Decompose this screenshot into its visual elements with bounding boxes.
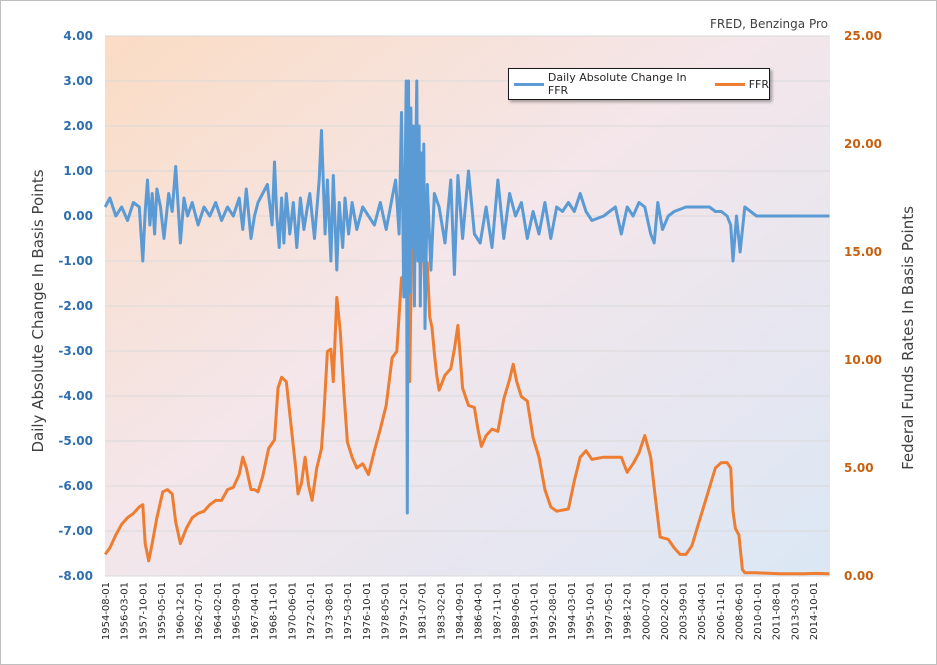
y-tick-label-left: -3.00 bbox=[58, 344, 93, 358]
x-tick-label: 1960-12-01 bbox=[176, 582, 187, 640]
x-tick-label: 2003-09-01 bbox=[679, 582, 690, 640]
x-tick-label: 1975-03-01 bbox=[343, 582, 354, 640]
y-tick-label-left: -5.00 bbox=[58, 434, 93, 448]
x-tick-label: 1992-08-01 bbox=[548, 582, 559, 640]
source-note: FRED, Benzinga Pro bbox=[710, 17, 828, 31]
y-tick-label-right: 20.00 bbox=[844, 137, 882, 151]
legend-item-change: Daily Absolute Change In FFR bbox=[514, 71, 710, 97]
change-line bbox=[103, 79, 830, 515]
x-tick-label: 1970-06-01 bbox=[287, 582, 298, 640]
y-axis-title-left: Daily Absolute Change In Basis Points bbox=[29, 169, 47, 452]
x-tick-label: 2005-04-01 bbox=[697, 582, 708, 640]
x-tick-label: 1959-05-01 bbox=[157, 582, 168, 640]
x-tick-label: 1989-06-01 bbox=[511, 582, 522, 640]
y-tick-label-left: -4.00 bbox=[58, 389, 93, 403]
y-tick-label-left: 4.00 bbox=[63, 29, 93, 43]
x-tick-label: 2008-06-01 bbox=[735, 582, 746, 640]
x-tick-label: 1957-10-01 bbox=[138, 582, 149, 640]
x-tick-label: 1968-11-01 bbox=[269, 582, 280, 640]
y-tick-label-left: -2.00 bbox=[58, 299, 93, 313]
grid bbox=[105, 35, 830, 577]
x-tick-label: 1986-04-01 bbox=[474, 582, 485, 640]
x-tick-label: 1972-01-01 bbox=[306, 582, 317, 640]
y-tick-label-left: 1.00 bbox=[63, 164, 93, 178]
legend-swatch-ffr bbox=[714, 82, 745, 86]
y-tick-label-left: -7.00 bbox=[58, 524, 93, 538]
x-tick-label: 1964-02-01 bbox=[213, 582, 224, 640]
y-tick-label-right: 0.00 bbox=[844, 569, 874, 583]
y-tick-label-left: -6.00 bbox=[58, 479, 93, 493]
x-tick-label: 1962-07-01 bbox=[194, 582, 205, 640]
x-tick-label: 1978-05-01 bbox=[381, 582, 392, 640]
y-tick-label-right: 25.00 bbox=[844, 29, 882, 43]
x-tick-label: 1987-11-01 bbox=[492, 582, 503, 640]
x-tick-label: 2006-11-01 bbox=[716, 582, 727, 640]
x-tick-label: 1965-09-01 bbox=[231, 582, 242, 640]
x-tick-label: 1997-05-01 bbox=[604, 582, 615, 640]
change-series bbox=[103, 79, 830, 515]
x-tick-label: 2011-08-01 bbox=[772, 582, 783, 640]
y-tick-label-right: 10.00 bbox=[844, 353, 882, 367]
y-axis-title-right: Federal Funds Rates In Basis Points bbox=[899, 206, 917, 470]
x-tick-label: 1967-04-01 bbox=[250, 582, 261, 640]
y-tick-label-left: 0.00 bbox=[63, 209, 93, 223]
legend-swatch-change bbox=[514, 82, 544, 86]
x-tick-label: 1954-08-01 bbox=[101, 582, 112, 640]
y-tick-label-left: 2.00 bbox=[63, 119, 93, 133]
x-tick-label: 1979-12-01 bbox=[399, 582, 410, 640]
legend-label-ffr: FFR bbox=[748, 77, 769, 91]
x-tick-label: 2010-01-01 bbox=[753, 582, 764, 640]
x-tick-label: 2002-02-01 bbox=[660, 582, 671, 640]
legend: Daily Absolute Change In FFR FFR bbox=[508, 68, 770, 100]
x-tick-label: 1956-03-01 bbox=[120, 582, 131, 640]
x-tick-label: 1976-10-01 bbox=[362, 582, 373, 640]
x-tick-label: 1981-07-01 bbox=[418, 582, 429, 640]
legend-item-ffr: FFR bbox=[714, 77, 769, 91]
x-tick-label: 1998-12-01 bbox=[623, 582, 634, 640]
x-tick-label: 2013-03-01 bbox=[790, 582, 801, 640]
y-tick-label-left: -8.00 bbox=[58, 569, 93, 583]
x-tick-label: 1995-10-01 bbox=[585, 582, 596, 640]
x-tick-label: 1991-01-01 bbox=[530, 582, 541, 640]
x-tick-label: 1983-02-01 bbox=[436, 582, 447, 640]
left-axis-ticks: 4.00 3.00 2.00 1.00 0.00 -1.00 -2.00 -3.00 -4.00… bbox=[58, 29, 93, 583]
x-tick-label: 1984-09-01 bbox=[455, 582, 466, 640]
y-tick-label-left: 3.00 bbox=[63, 74, 93, 88]
y-tick-label-right: 5.00 bbox=[844, 461, 874, 475]
legend-label-change: Daily Absolute Change In FFR bbox=[547, 71, 687, 97]
x-tick-label: 2014-10-01 bbox=[809, 582, 820, 640]
y-tick-label-left: -1.00 bbox=[58, 254, 93, 268]
y-tick-label-right: 15.00 bbox=[844, 245, 882, 259]
x-tick-label: 1973-08-01 bbox=[325, 582, 336, 640]
x-tick-label: 1994-03-01 bbox=[567, 582, 578, 640]
x-axis-ticks: 1954-08-01 1956-03-01 1957-10-01 1959-05-01… bbox=[101, 582, 820, 640]
x-tick-label: 2000-07-01 bbox=[641, 582, 652, 640]
right-axis-ticks: 25.00 20.00 15.00 10.00 5.00 0.00 bbox=[844, 29, 882, 583]
